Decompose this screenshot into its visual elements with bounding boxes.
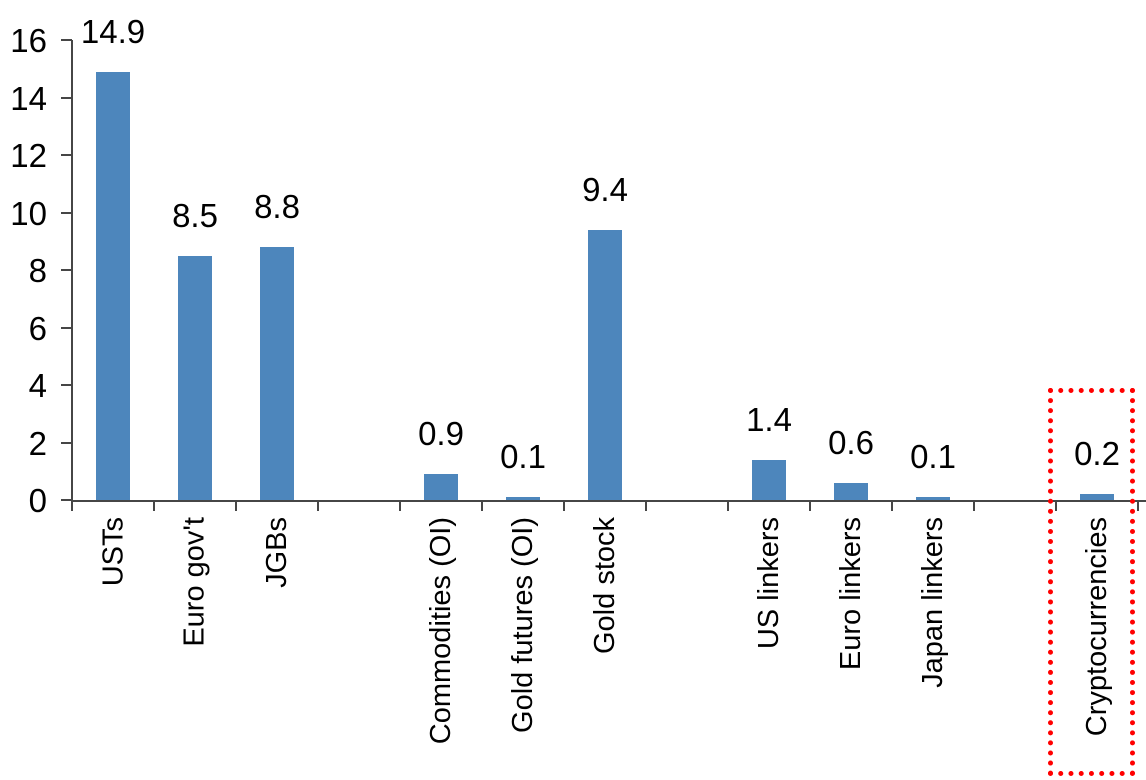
y-axis-tick (61, 499, 72, 501)
y-axis-tick (61, 211, 72, 214)
y-axis-tick-label: 16 (10, 22, 47, 59)
highlight-box (1048, 388, 1135, 776)
x-axis-tick (235, 500, 237, 511)
x-category-label: US linkers (753, 517, 785, 650)
bar (424, 474, 458, 500)
x-category-label: USTs (97, 517, 129, 587)
bar (834, 482, 868, 500)
bar (588, 229, 622, 500)
bar-value-label: 0.9 (418, 415, 464, 453)
y-axis-tick (61, 269, 72, 271)
x-axis-tick (809, 500, 811, 511)
bar-value-label: 14.9 (80, 12, 146, 50)
x-axis-line (71, 500, 1146, 502)
y-axis-line (71, 40, 73, 508)
bar-value-label: 8.8 (254, 188, 300, 225)
bar (1080, 494, 1114, 500)
y-axis-tick-label: 6 (28, 309, 47, 347)
y-axis-tick-label: 0 (28, 482, 47, 519)
y-axis-tick (61, 384, 72, 386)
y-axis-tick-label: 4 (28, 367, 47, 404)
bar (506, 497, 540, 500)
x-axis-tick (1055, 500, 1057, 511)
bar-value-label: 8.5 (172, 196, 218, 234)
y-axis-tick-label: 10 (10, 194, 47, 232)
bar-value-label: 0.6 (828, 423, 874, 461)
x-axis-tick (399, 500, 401, 511)
bar-value-label: 0.1 (910, 438, 956, 476)
x-category-label: Euro gov't (179, 517, 211, 647)
x-axis-tick (891, 500, 893, 511)
y-axis-tick-label: 2 (28, 424, 47, 462)
x-category-label: Japan linkers (917, 517, 949, 688)
bar (916, 497, 950, 500)
x-category-label: Gold futures (OI) (507, 517, 539, 733)
x-axis-tick (317, 500, 319, 511)
x-category-label: Euro linkers (835, 517, 867, 671)
x-category-label: Commodities (OI) (425, 517, 457, 745)
x-axis-tick (727, 500, 729, 511)
y-axis-tick-label: 14 (10, 79, 47, 117)
x-category-label: JGBs (261, 517, 293, 588)
bar (752, 459, 786, 500)
x-axis-tick (973, 500, 975, 511)
x-axis-tick (481, 500, 483, 511)
y-axis-tick (61, 96, 72, 99)
y-axis-tick (61, 154, 72, 156)
bar (260, 247, 294, 500)
x-axis-tick (153, 500, 155, 511)
bar (178, 255, 212, 500)
bar-value-label: 9.4 (582, 170, 628, 208)
y-axis-tick-label: 8 (28, 252, 47, 289)
x-axis-tick (1137, 500, 1139, 511)
x-category-label: Gold stock (589, 517, 621, 654)
bar-value-label: 0.1 (500, 438, 546, 476)
x-axis-tick (563, 500, 565, 511)
y-axis-tick (61, 326, 72, 329)
y-axis-tick (61, 441, 72, 444)
bar (96, 71, 130, 500)
y-axis-tick-label: 12 (10, 137, 47, 174)
y-axis-tick (61, 39, 72, 41)
bar-value-label: 0.2 (1074, 435, 1120, 473)
bar-value-label: 1.4 (746, 400, 792, 438)
x-axis-tick (71, 500, 73, 511)
x-axis-tick (645, 500, 647, 511)
